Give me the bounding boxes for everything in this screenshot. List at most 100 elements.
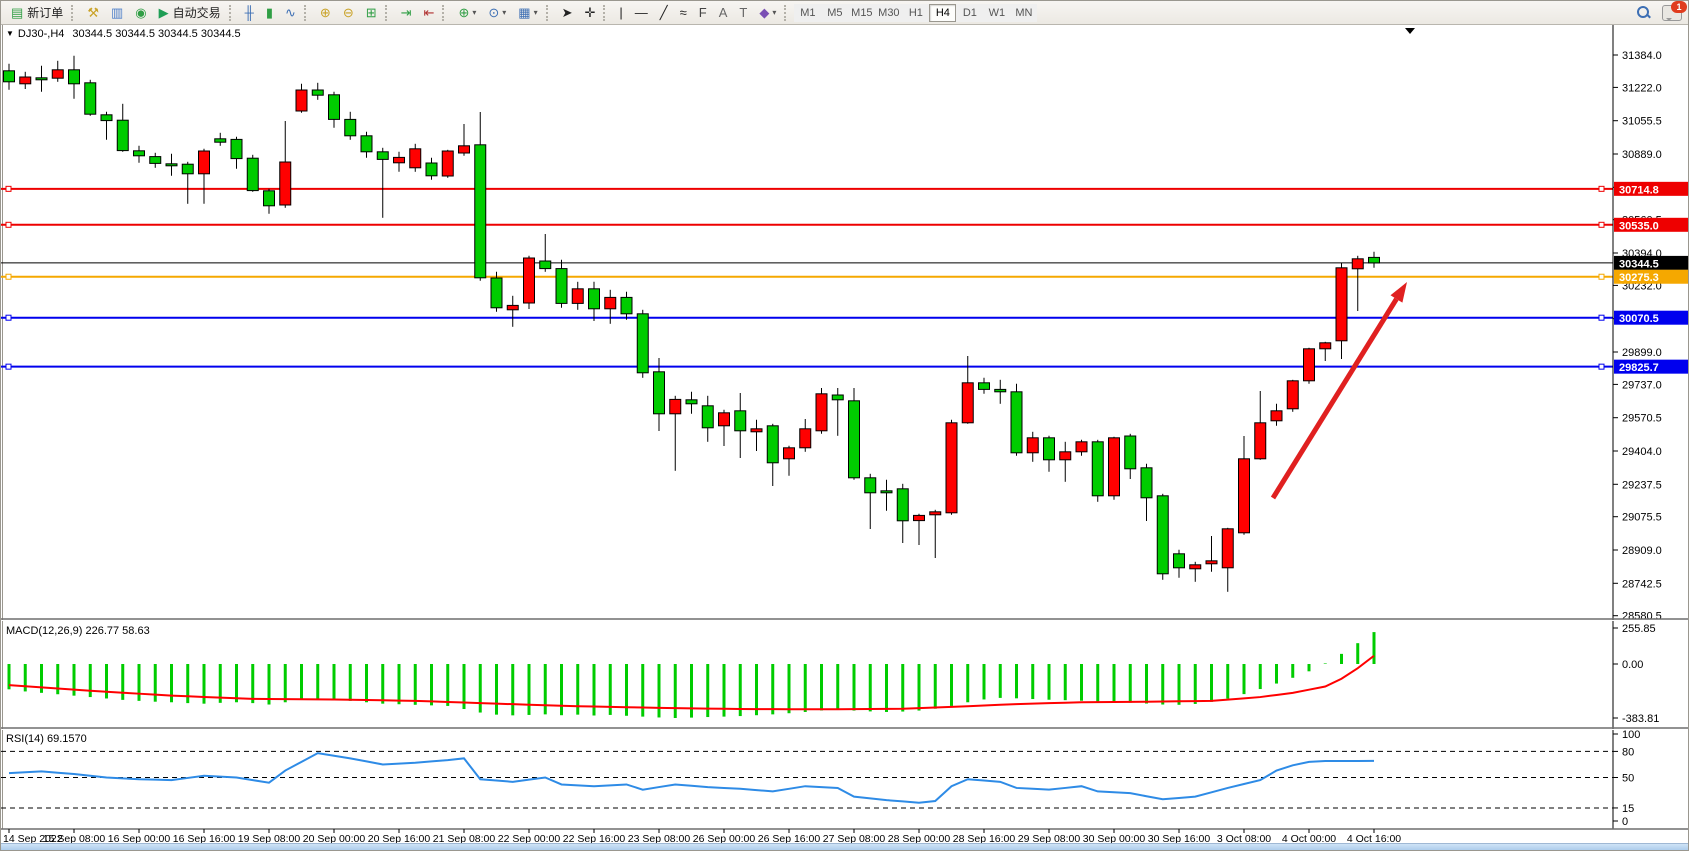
chart-window[interactable]: 31384.031222.031055.530889.030722.530560… <box>1 25 1689 846</box>
toolbar-right: 1 <box>1636 1 1687 23</box>
candle <box>896 488 909 522</box>
candlestick-chart-icon[interactable]: ▮ <box>261 3 278 23</box>
zoom-in-icon[interactable]: ⊕ <box>315 3 336 23</box>
new-order-button: ▤ <box>11 5 24 20</box>
candle <box>1221 528 1234 569</box>
timeframe-button-m15[interactable]: M15 <box>848 3 876 22</box>
chevron-down-icon[interactable]: ▾ <box>472 8 477 17</box>
svg-text:26 Sep 00:00: 26 Sep 00:00 <box>693 833 756 845</box>
macd-pane[interactable]: 255.85 0.00 -383.81 <box>7 623 1659 725</box>
line-handle <box>5 273 12 280</box>
timeframe-button-d1[interactable]: D1 <box>956 3 984 22</box>
svg-text:29075.5: 29075.5 <box>1622 512 1662 524</box>
timeframe-button-m5[interactable]: M5 <box>821 3 849 22</box>
arrows-icon[interactable]: ◆ ▾ <box>754 3 781 23</box>
label-icon[interactable]: T <box>734 3 752 23</box>
svg-text:50: 50 <box>1622 773 1634 785</box>
chevron-down-icon[interactable]: ▾ <box>502 8 507 17</box>
candle <box>100 114 113 122</box>
candle <box>84 82 97 115</box>
main-toolbar: ▤ 新订单 ⚒ ▥ ◉ ▶ 自动交易 ╫ ▮ ∿ ⊕ ⊖ ⊞ ⇥ ⇤ ⊕ ▾ ⊙ ▾ ▦ ▾ ➤ ✛ | — ╱ ≈ F A T ◆ ▾ M1 M… <box>1 1 1688 25</box>
candle <box>620 296 633 315</box>
candle <box>685 399 698 405</box>
candle <box>701 405 714 429</box>
svg-text:80: 80 <box>1622 746 1634 758</box>
trend-arrow[interactable] <box>1270 282 1407 500</box>
autotrading-button-label: 自动交易 <box>172 6 221 20</box>
autotrading-button[interactable]: ▶ 自动交易 <box>154 3 226 23</box>
svg-text:31384.0: 31384.0 <box>1622 50 1662 62</box>
svg-text:20 Sep 16:00: 20 Sep 16:00 <box>368 833 431 845</box>
cursor-icon[interactable]: ➤ <box>557 3 578 23</box>
candle <box>181 163 194 175</box>
new-order-button[interactable]: ▤ 新订单 <box>6 3 68 23</box>
svg-text:16 Sep 16:00: 16 Sep 16:00 <box>173 833 236 845</box>
svg-text:3 Oct 08:00: 3 Oct 08:00 <box>1217 833 1271 845</box>
text-icon[interactable]: A <box>714 3 733 23</box>
periods-icon: ⊙ <box>488 5 500 20</box>
svg-text:15 Sep 08:00: 15 Sep 08:00 <box>43 833 106 845</box>
toolbar-separator <box>442 4 448 21</box>
hammer-icon[interactable]: ⚒ <box>82 3 104 23</box>
candle <box>994 388 1007 393</box>
candle <box>1026 437 1039 454</box>
periods-icon[interactable]: ⊙ ▾ <box>483 3 511 23</box>
indicators-icon: ⊕ <box>458 5 470 20</box>
candle <box>1059 451 1072 461</box>
candle <box>490 277 503 309</box>
bar-chart-icon[interactable]: ╫ <box>240 3 259 23</box>
indicators-icon[interactable]: ⊕ ▾ <box>453 3 481 23</box>
svg-text:20 Sep 00:00: 20 Sep 00:00 <box>303 833 366 845</box>
chart-title: ▼ DJ30-,H4 30344.5 30344.5 30344.5 30344.5 <box>6 28 247 40</box>
candle <box>230 138 243 160</box>
candle <box>1010 391 1023 454</box>
timeframe-button-m30[interactable]: M30 <box>875 3 903 22</box>
candle <box>51 69 64 79</box>
chart-dropdown-icon[interactable]: ▼ <box>6 29 14 38</box>
horizontal-lines[interactable] <box>1 185 1613 370</box>
timeframe-button-h4[interactable]: H4 <box>929 3 957 22</box>
candle <box>360 135 373 153</box>
chart-shift-icon[interactable]: ⇤ <box>419 3 440 23</box>
svg-text:15: 15 <box>1622 803 1634 815</box>
search-icon[interactable] <box>1636 5 1652 21</box>
rsi-pane[interactable]: 100 80 50 150 <box>1 729 1640 828</box>
elliott-wave-icon[interactable]: ≈ <box>675 3 692 23</box>
zoom-out-icon[interactable]: ⊖ <box>338 3 359 23</box>
candlesticks[interactable] <box>3 55 1380 592</box>
line-handle <box>5 363 12 370</box>
chart-symbol-period: DJ30-,H4 <box>17 28 65 40</box>
label-icon: T <box>739 5 748 20</box>
timeframe-button-m1[interactable]: M1 <box>794 3 822 22</box>
templates-icon[interactable]: ▦ ▾ <box>513 3 542 23</box>
candle <box>913 514 925 522</box>
chart-shift-marker <box>1405 28 1415 34</box>
chevron-down-icon[interactable]: ▾ <box>772 8 777 17</box>
vertical-line-icon[interactable]: | <box>614 3 627 23</box>
price-label-30714.8 <box>1614 181 1688 196</box>
trendline-icon[interactable]: ╱ <box>655 3 673 23</box>
timeframe-button-mn[interactable]: MN <box>1010 3 1038 22</box>
candle <box>116 119 129 152</box>
timeframe-button-w1[interactable]: W1 <box>983 3 1011 22</box>
timeframe-button-h1[interactable]: H1 <box>902 3 930 22</box>
fibonacci-icon[interactable]: F <box>694 3 712 23</box>
auto-scroll-icon[interactable]: ⇥ <box>396 3 417 23</box>
tile-windows-icon[interactable]: ⊞ <box>361 3 382 23</box>
horizontal-line-icon[interactable]: — <box>630 3 653 23</box>
candle <box>344 118 357 137</box>
signal-icon[interactable]: ◉ <box>130 3 151 23</box>
svg-text:27 Sep 08:00: 27 Sep 08:00 <box>823 833 886 845</box>
chevron-down-icon[interactable]: ▾ <box>533 8 538 17</box>
price-axis[interactable]: 31384.031222.031055.530889.030722.530560… <box>1405 25 1688 829</box>
svg-text:29570.5: 29570.5 <box>1622 413 1662 425</box>
terminal-icon[interactable]: ▥ <box>106 3 128 23</box>
chart-canvas[interactable]: 31384.031222.031055.530889.030722.530560… <box>1 25 1689 846</box>
crosshair-icon[interactable]: ✛ <box>580 3 601 23</box>
svg-text:28742.5: 28742.5 <box>1622 578 1662 590</box>
line-chart-icon[interactable]: ∿ <box>280 3 301 23</box>
chat-icon[interactable]: 1 <box>1662 1 1687 21</box>
candle <box>1351 258 1364 270</box>
candle <box>1238 458 1250 534</box>
